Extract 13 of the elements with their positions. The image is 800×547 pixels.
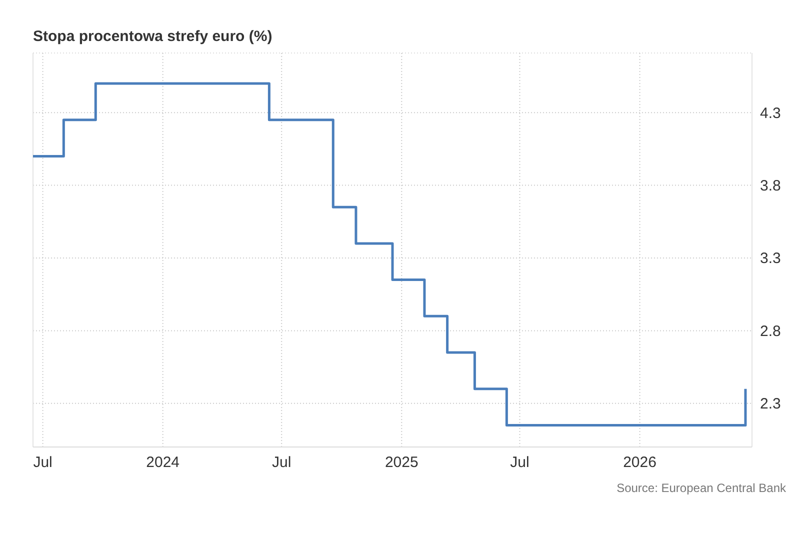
x-tick-label: 2025 xyxy=(384,454,418,471)
y-tick-label: 2.3 xyxy=(760,396,781,413)
source-note: Source: European Central Bank xyxy=(616,481,787,495)
y-tick-label: 3.8 xyxy=(760,178,781,195)
y-tick-label: 2.8 xyxy=(760,322,781,340)
x-tick-label: 2026 xyxy=(623,454,656,471)
y-tick-label: 4.3 xyxy=(760,104,781,122)
x-tick-label: Jul xyxy=(510,454,530,471)
x-tick-label: Jul xyxy=(272,454,292,471)
x-tick-label: 2024 xyxy=(146,454,180,471)
y-tick-label: 3.3 xyxy=(760,250,781,268)
x-tick-label: Jul xyxy=(33,454,52,471)
chart-title: Stopa procentowa strefy euro (%) xyxy=(33,28,272,45)
